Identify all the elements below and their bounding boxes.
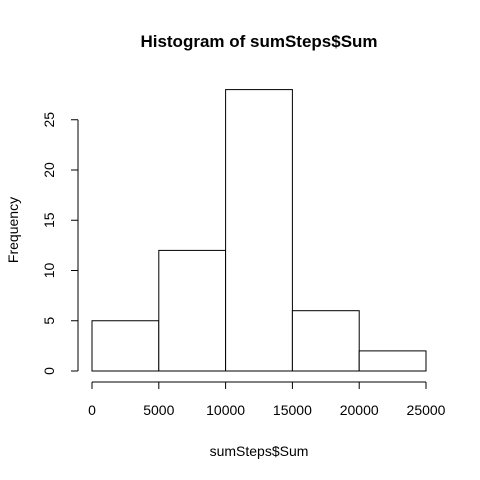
x-tick-label: 15000 <box>273 402 312 418</box>
histogram-bar <box>291 310 360 372</box>
y-axis-label: Frequency <box>5 197 21 263</box>
y-tick-label: 25 <box>41 112 57 128</box>
histogram-bar <box>91 320 160 372</box>
y-tick-label: 20 <box>41 162 57 178</box>
y-tick-label: 0 <box>41 367 57 375</box>
y-tick-label: 10 <box>41 263 57 279</box>
x-axis: 0 5000 10000 15000 20000 25000 <box>88 381 446 418</box>
x-tick-label: 20000 <box>340 402 379 418</box>
x-tick-label: 5000 <box>143 402 174 418</box>
y-tick-label: 5 <box>41 317 57 325</box>
chart-title: Histogram of sumSteps$Sum <box>140 32 377 51</box>
bars-group <box>91 89 427 372</box>
x-tick-label: 10000 <box>206 402 245 418</box>
histogram-bar <box>225 89 293 372</box>
y-tick-label: 15 <box>41 212 57 228</box>
x-axis-label: sumSteps$Sum <box>210 443 309 459</box>
y-axis: 0 5 10 15 20 25 <box>41 112 79 375</box>
histogram-bar <box>158 249 227 372</box>
x-tick-label: 0 <box>88 402 96 418</box>
x-tick-label: 25000 <box>407 402 446 418</box>
histogram-bar <box>358 350 427 372</box>
